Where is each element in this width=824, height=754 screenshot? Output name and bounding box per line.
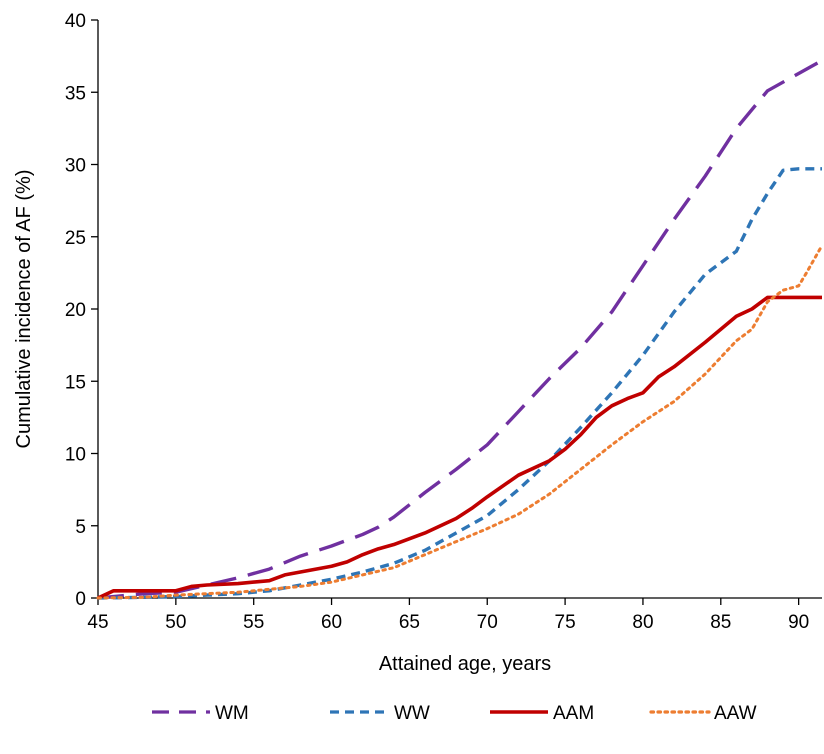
legend: WM WW AAM AAW <box>152 703 757 724</box>
y-tick-label: 5 <box>75 517 86 538</box>
y-axis-title: Cumulative incidence of AF (%) <box>13 169 35 448</box>
x-tick-label: 70 <box>477 612 498 633</box>
legend-label-ww: WW <box>394 703 430 724</box>
y-tick-label: 35 <box>65 83 86 104</box>
series-line-aam <box>97 295 822 600</box>
tick-labels: 0 5 10 15 20 25 30 35 40 45 50 55 60 65 70 75 80 85 90 <box>65 11 809 633</box>
y-tick-label: 10 <box>65 445 86 466</box>
x-axis-title: Attained age, years <box>379 653 551 675</box>
x-tick-label: 45 <box>87 612 108 633</box>
legend-label-aam: AAM <box>553 703 594 724</box>
x-tick-label: 80 <box>632 612 653 633</box>
y-tick-label: 20 <box>65 300 86 321</box>
x-tick-label: 85 <box>710 612 731 633</box>
x-tick-label: 90 <box>788 612 809 633</box>
x-tick-label: 55 <box>243 612 264 633</box>
y-tick-label: 15 <box>65 372 86 393</box>
y-tick-label: 30 <box>65 156 86 177</box>
y-tick-label: 25 <box>65 228 86 249</box>
series-line-aaw <box>96 243 824 600</box>
y-tick-label: 0 <box>75 589 86 610</box>
legend-label-aaw: AAW <box>714 703 757 724</box>
x-tick-label: 75 <box>555 612 576 633</box>
x-tick-label: 65 <box>399 612 420 633</box>
series-line-ww <box>97 167 822 600</box>
legend-label-wm: WM <box>215 703 249 724</box>
x-tick-label: 60 <box>321 612 342 633</box>
series-layer <box>96 58 824 600</box>
x-tick-label: 50 <box>165 612 186 633</box>
y-tick-label: 40 <box>65 11 86 32</box>
